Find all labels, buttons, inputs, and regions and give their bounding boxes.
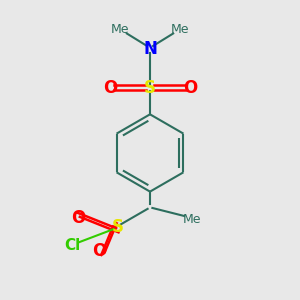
Text: O: O xyxy=(103,79,117,97)
Text: N: N xyxy=(143,40,157,58)
Text: Me: Me xyxy=(111,23,130,36)
Text: S: S xyxy=(111,218,123,236)
Text: O: O xyxy=(71,209,86,227)
Text: S: S xyxy=(144,79,156,97)
Text: O: O xyxy=(183,79,197,97)
Text: O: O xyxy=(92,242,106,260)
Text: Me: Me xyxy=(182,213,201,226)
Text: Me: Me xyxy=(170,23,189,36)
Text: Cl: Cl xyxy=(64,238,81,253)
